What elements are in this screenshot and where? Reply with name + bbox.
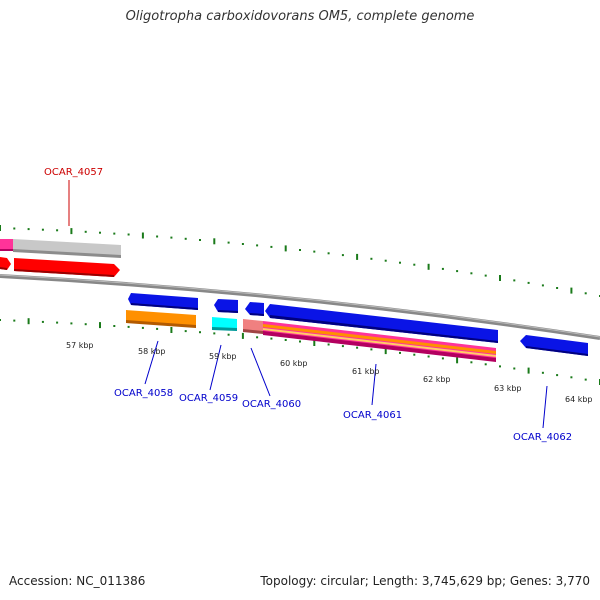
gene-OCAR_4057-gray[interactable] xyxy=(13,239,121,258)
leader-OCAR_4059 xyxy=(209,344,222,391)
gene-OCAR_4060[interactable] xyxy=(243,319,263,334)
leader-OCAR_4061 xyxy=(371,363,377,406)
label-OCAR_4059[interactable]: OCAR_4059 xyxy=(179,393,238,404)
gene-OCAR_4058-blue[interactable] xyxy=(128,293,198,310)
kbp-label-57: 57 kbp xyxy=(66,341,94,350)
kbp-label-59: 59 kbp xyxy=(209,352,237,361)
accession-text: Accession: NC_011386 xyxy=(9,574,146,588)
label-OCAR_4057[interactable]: OCAR_4057 xyxy=(44,167,103,178)
kbp-label-60: 60 kbp xyxy=(280,359,308,368)
gene-OCAR_4059-blue[interactable] xyxy=(214,299,238,313)
inner-tick-track xyxy=(0,318,600,385)
gene-OCAR_4059[interactable] xyxy=(212,317,237,331)
genome-backbone xyxy=(0,274,600,340)
kbp-label-63: 63 kbp xyxy=(494,384,522,393)
genome-backbone-highlight xyxy=(0,274,600,338)
gene-OCAR_4057-pink[interactable] xyxy=(0,239,13,251)
label-OCAR_4058[interactable]: OCAR_4058 xyxy=(114,388,173,399)
genome-summary-text: Topology: circular; Length: 3,745,629 bp… xyxy=(260,574,590,588)
leader-OCAR_4058 xyxy=(144,340,159,385)
label-OCAR_4061[interactable]: OCAR_4061 xyxy=(343,410,402,421)
gene-OCAR_4062[interactable] xyxy=(520,335,588,356)
gene-OCAR_4061[interactable] xyxy=(263,321,496,362)
kbp-label-64: 64 kbp xyxy=(565,395,593,404)
gene-OCAR_4057[interactable] xyxy=(14,258,120,277)
leader-OCAR_4062 xyxy=(542,385,548,429)
gene-OCAR_4060-blue[interactable] xyxy=(245,302,264,316)
map-title: Oligotropha carboxidovorans OM5, complet… xyxy=(125,9,475,24)
outer-tick-track xyxy=(0,225,600,297)
gene-OCAR_4061-blue[interactable] xyxy=(265,304,498,343)
label-OCAR_4062[interactable]: OCAR_4062 xyxy=(513,432,572,443)
gene-OCAR_4058[interactable] xyxy=(126,310,196,328)
gene-OCAR_4057-red-left[interactable] xyxy=(0,257,11,270)
label-OCAR_4060[interactable]: OCAR_4060 xyxy=(242,399,301,410)
kbp-label-61: 61 kbp xyxy=(352,367,380,376)
kbp-label-58: 58 kbp xyxy=(138,347,166,356)
leader-OCAR_4060 xyxy=(250,347,271,397)
kbp-label-62: 62 kbp xyxy=(423,375,451,384)
